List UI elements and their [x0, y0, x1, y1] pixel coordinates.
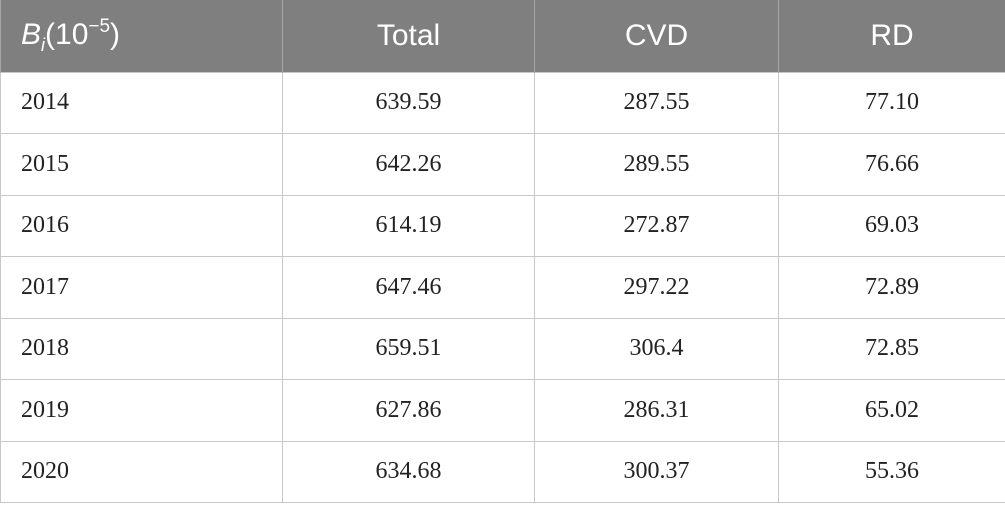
cell-year: 2014: [0, 71, 283, 134]
header-total: Total: [282, 0, 535, 72]
cell-year: 2020: [0, 440, 283, 503]
header-cvd: CVD: [534, 0, 779, 72]
header-bi: Bi(10−5): [0, 0, 283, 72]
cell-cvd: 289.55: [534, 133, 779, 196]
table-row: 2020 634.68 300.37 55.36: [0, 440, 1005, 503]
cell-total: 614.19: [282, 194, 535, 257]
header-bi-subscript: i: [41, 34, 46, 55]
cell-total: 634.68: [282, 440, 535, 503]
cell-rd: 69.03: [778, 194, 1005, 257]
cell-cvd: 286.31: [534, 379, 779, 442]
table-row: 2018 659.51 306.4 72.85: [0, 317, 1005, 380]
header-row: Bi(10−5) Total CVD RD: [0, 0, 1005, 72]
table-row: 2014 639.59 287.55 77.10: [0, 71, 1005, 134]
data-table: Bi(10−5) Total CVD RD 2014 639.59 287.55…: [0, 0, 1005, 503]
cell-year: 2018: [0, 317, 283, 380]
cell-total: 647.46: [282, 256, 535, 319]
cell-year: 2019: [0, 379, 283, 442]
cell-rd: 77.10: [778, 71, 1005, 134]
cell-rd: 72.85: [778, 317, 1005, 380]
cell-total: 627.86: [282, 379, 535, 442]
header-bi-prefix: (10: [45, 17, 89, 51]
table-body: 2014 639.59 287.55 77.10 2015 642.26 289…: [0, 71, 1005, 503]
table-header: Bi(10−5) Total CVD RD: [0, 0, 1005, 72]
cell-total: 659.51: [282, 317, 535, 380]
table-row: 2019 627.86 286.31 65.02: [0, 379, 1005, 442]
cell-year: 2017: [0, 256, 283, 319]
cell-cvd: 272.87: [534, 194, 779, 257]
cell-total: 642.26: [282, 133, 535, 196]
table-row: 2017 647.46 297.22 72.89: [0, 256, 1005, 319]
header-bi-suffix: ): [110, 17, 121, 51]
cell-cvd: 287.55: [534, 71, 779, 134]
cell-cvd: 306.4: [534, 317, 779, 380]
cell-rd: 76.66: [778, 133, 1005, 196]
cell-rd: 72.89: [778, 256, 1005, 319]
cell-rd: 65.02: [778, 379, 1005, 442]
table-row: 2015 642.26 289.55 76.66: [0, 133, 1005, 196]
cell-year: 2015: [0, 133, 283, 196]
header-rd: RD: [778, 0, 1005, 72]
cell-rd: 55.36: [778, 440, 1005, 503]
cell-total: 639.59: [282, 71, 535, 134]
cell-cvd: 297.22: [534, 256, 779, 319]
cell-cvd: 300.37: [534, 440, 779, 503]
header-bi-symbol: B: [21, 17, 42, 51]
header-bi-exponent: −5: [88, 15, 111, 37]
table-row: 2016 614.19 272.87 69.03: [0, 194, 1005, 257]
cell-year: 2016: [0, 194, 283, 257]
